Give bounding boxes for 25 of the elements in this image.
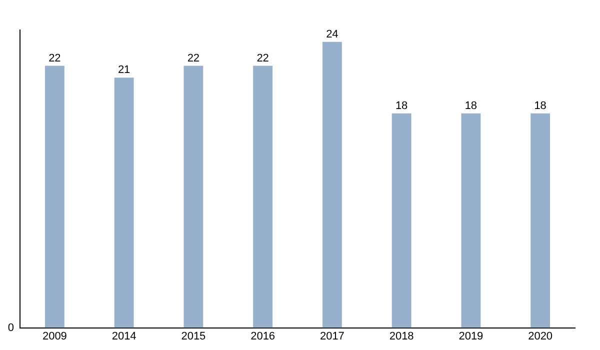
data-label: 22 xyxy=(48,52,61,64)
bar xyxy=(392,113,412,328)
bar xyxy=(114,78,134,328)
data-label: 18 xyxy=(395,100,408,112)
data-label: 22 xyxy=(187,52,200,64)
text: 0 xyxy=(8,322,14,334)
x-tick-label: 2019 xyxy=(458,330,484,342)
x-tick-label: 2015 xyxy=(181,330,206,342)
x-tick-label: 2020 xyxy=(528,330,553,342)
bar xyxy=(253,66,273,328)
data-label: 18 xyxy=(534,100,546,112)
bar xyxy=(44,66,64,328)
x-tick-label: 2016 xyxy=(250,330,276,342)
bar xyxy=(184,66,204,328)
data-label: 22 xyxy=(256,52,269,64)
x-tick-label: 2018 xyxy=(389,330,414,342)
x-tick-label: 2014 xyxy=(112,330,136,342)
bar xyxy=(322,42,342,328)
data-label: 18 xyxy=(464,100,478,112)
data-label: 24 xyxy=(326,28,338,40)
x-tick-label: 2017 xyxy=(320,330,344,342)
x-tick-label: 2009 xyxy=(42,330,67,342)
bar xyxy=(461,113,481,328)
data-label: 21 xyxy=(118,64,130,76)
bar xyxy=(530,113,550,328)
